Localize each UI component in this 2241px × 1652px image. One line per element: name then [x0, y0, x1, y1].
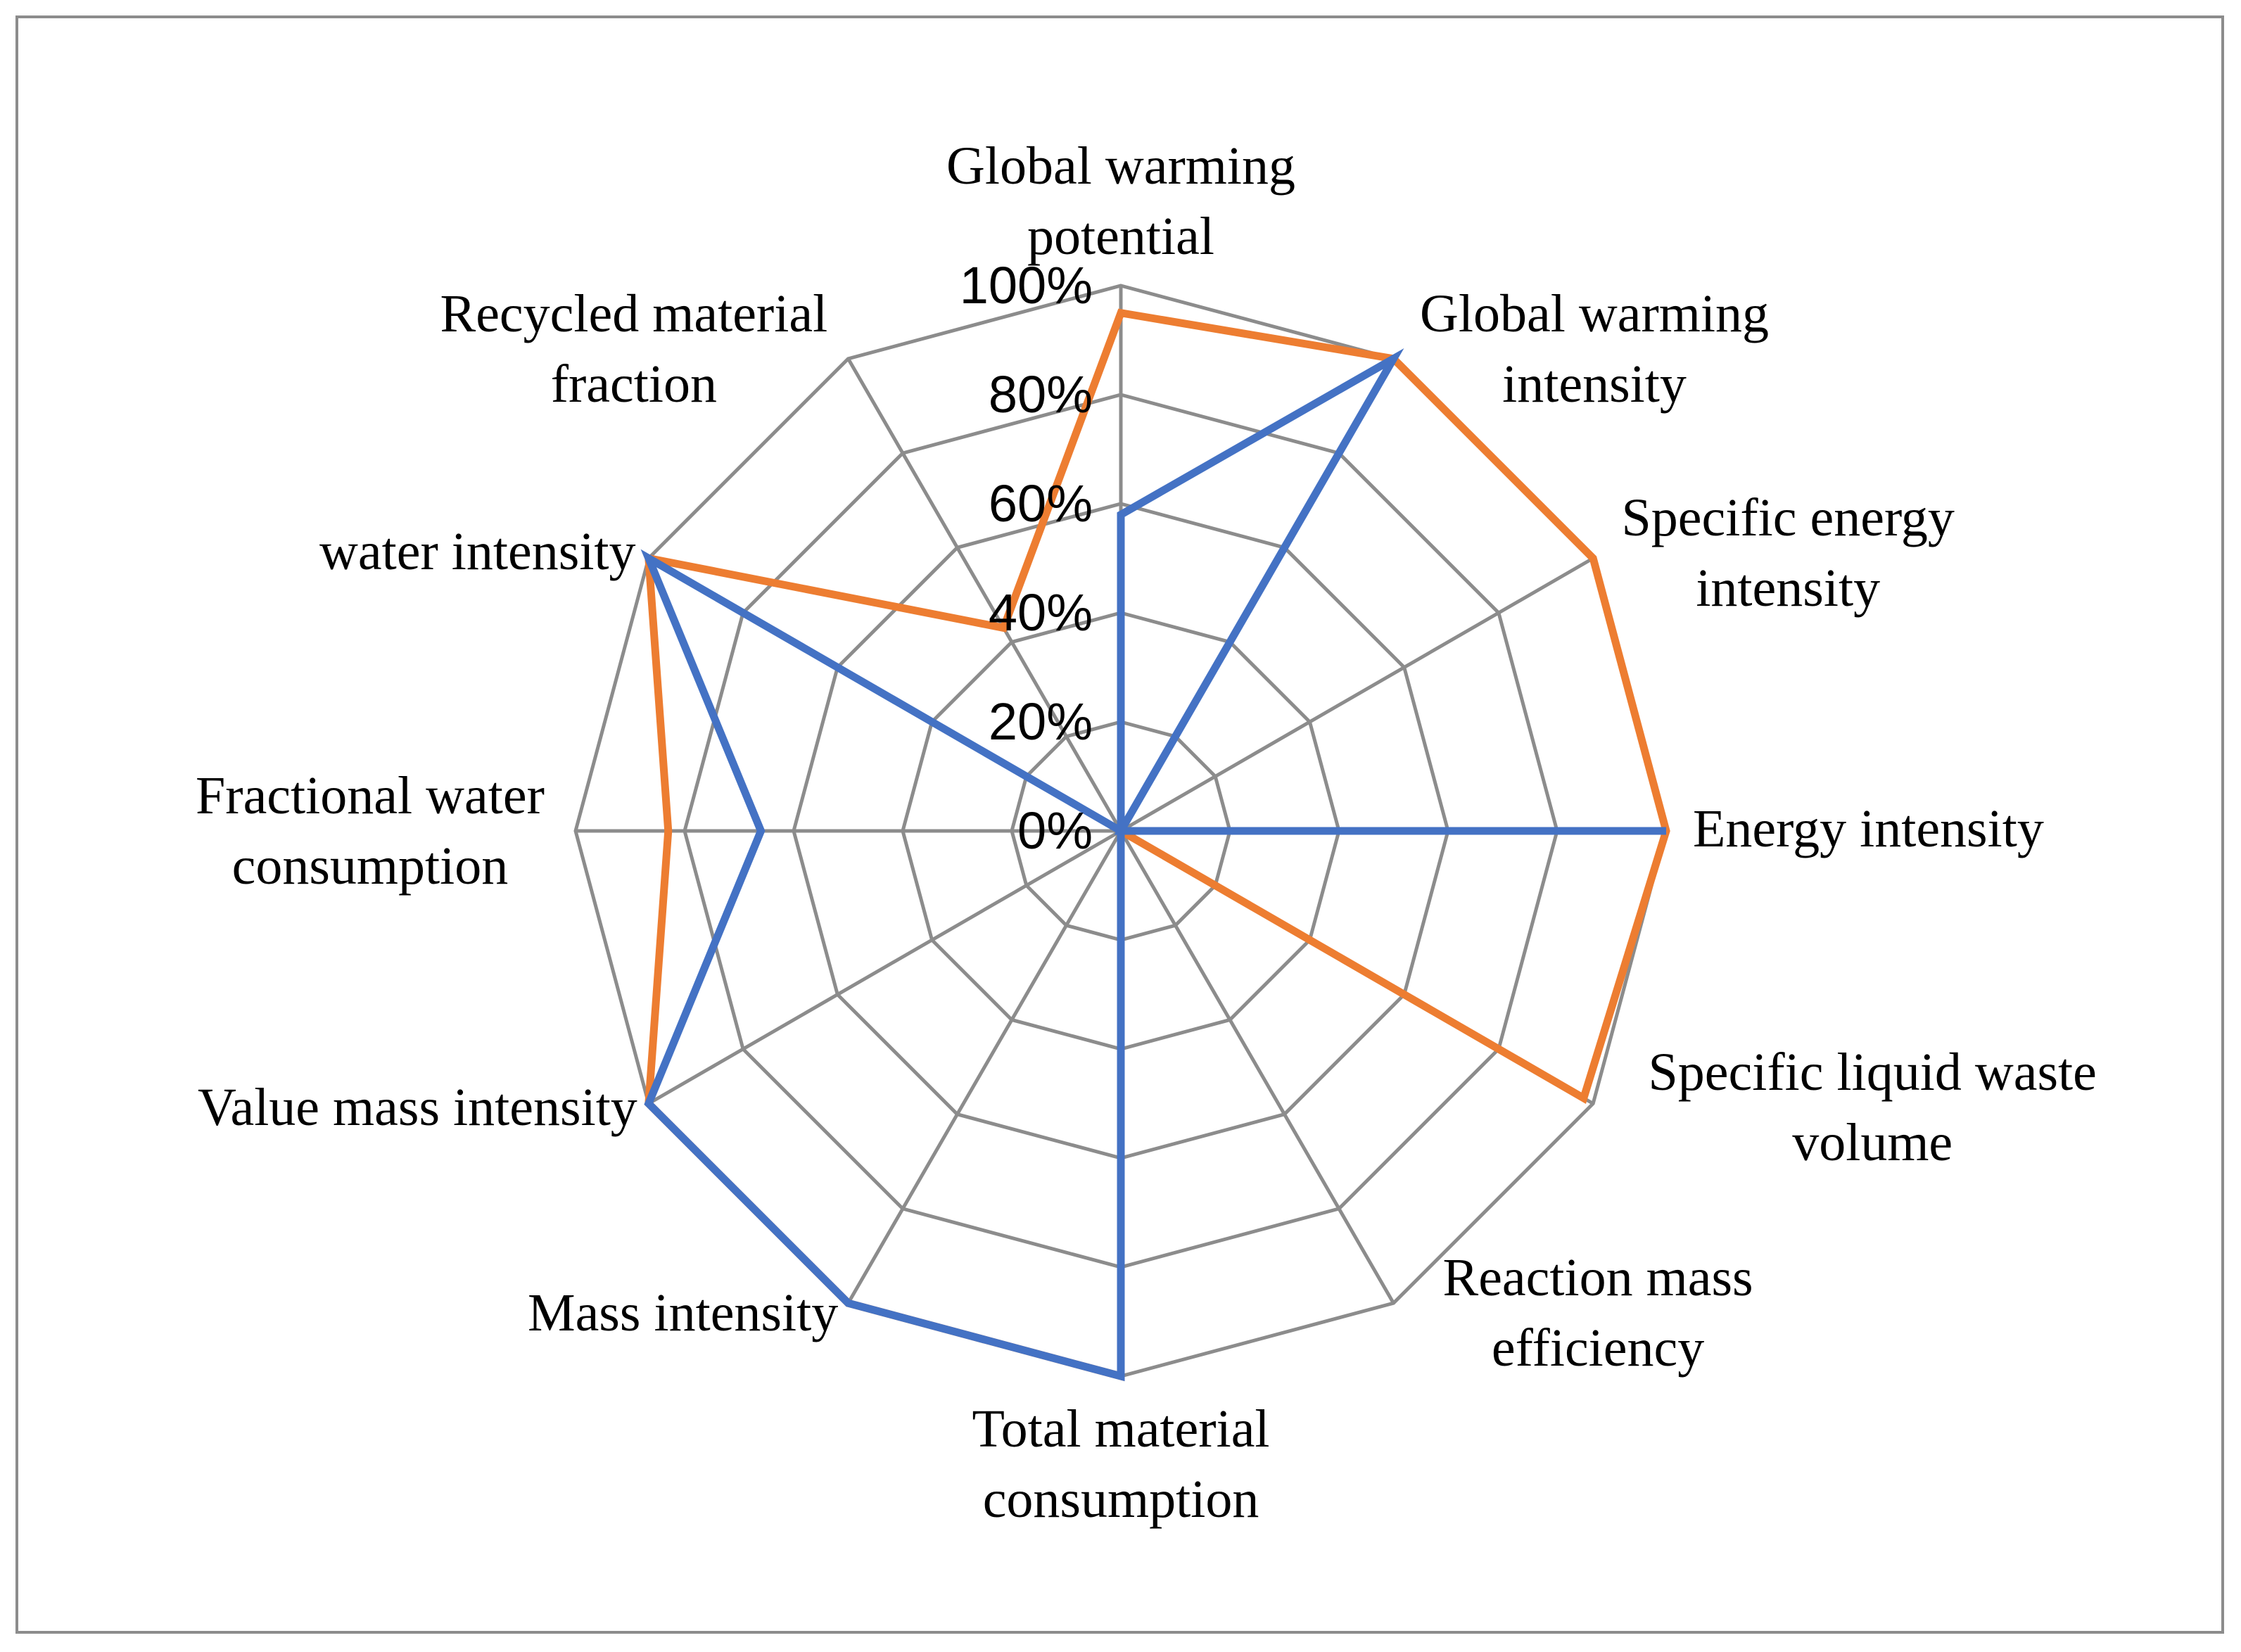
- category-label: Global warming intensity: [1420, 284, 1770, 414]
- grid-spoke: [846, 357, 1123, 832]
- category-label: Recycled material fraction: [440, 284, 828, 414]
- category-label: water intensity: [319, 522, 636, 581]
- category-label: Total material consumption: [972, 1399, 1270, 1529]
- category-label: Specific energy intensity: [1621, 488, 1955, 618]
- series-line-2: [644, 308, 1670, 1382]
- category-label: Value mass intensity: [198, 1078, 637, 1137]
- category-label: Specific liquid waste volume: [1648, 1043, 2097, 1172]
- tick-label: 100%: [959, 256, 1093, 314]
- tick-label: 0%: [1017, 801, 1093, 860]
- grid-spoke: [647, 829, 1122, 1105]
- chart-frame: 0% 20% 40% 60% 80% 100% Global warming potenti…: [15, 15, 2224, 1634]
- tick-label: 20%: [988, 692, 1093, 751]
- tick-label: 40%: [988, 583, 1093, 642]
- grid-spoke: [1119, 830, 1395, 1304]
- tick-label: 80%: [988, 365, 1093, 424]
- category-label: Fractional water consumption: [196, 766, 545, 896]
- grid-spoke: [1119, 557, 1594, 833]
- series-line-1: [640, 348, 1666, 1382]
- tick-label: 60%: [988, 474, 1093, 533]
- category-label: Mass intensity: [528, 1283, 839, 1342]
- category-label: Global warming potential: [946, 136, 1296, 266]
- category-label: Energy intensity: [1693, 799, 2044, 858]
- radar-series: [640, 308, 1670, 1382]
- radar-chart: [573, 284, 1670, 1382]
- category-label: Reaction mass efficiency: [1442, 1248, 1753, 1378]
- grid-spoke: [846, 830, 1123, 1304]
